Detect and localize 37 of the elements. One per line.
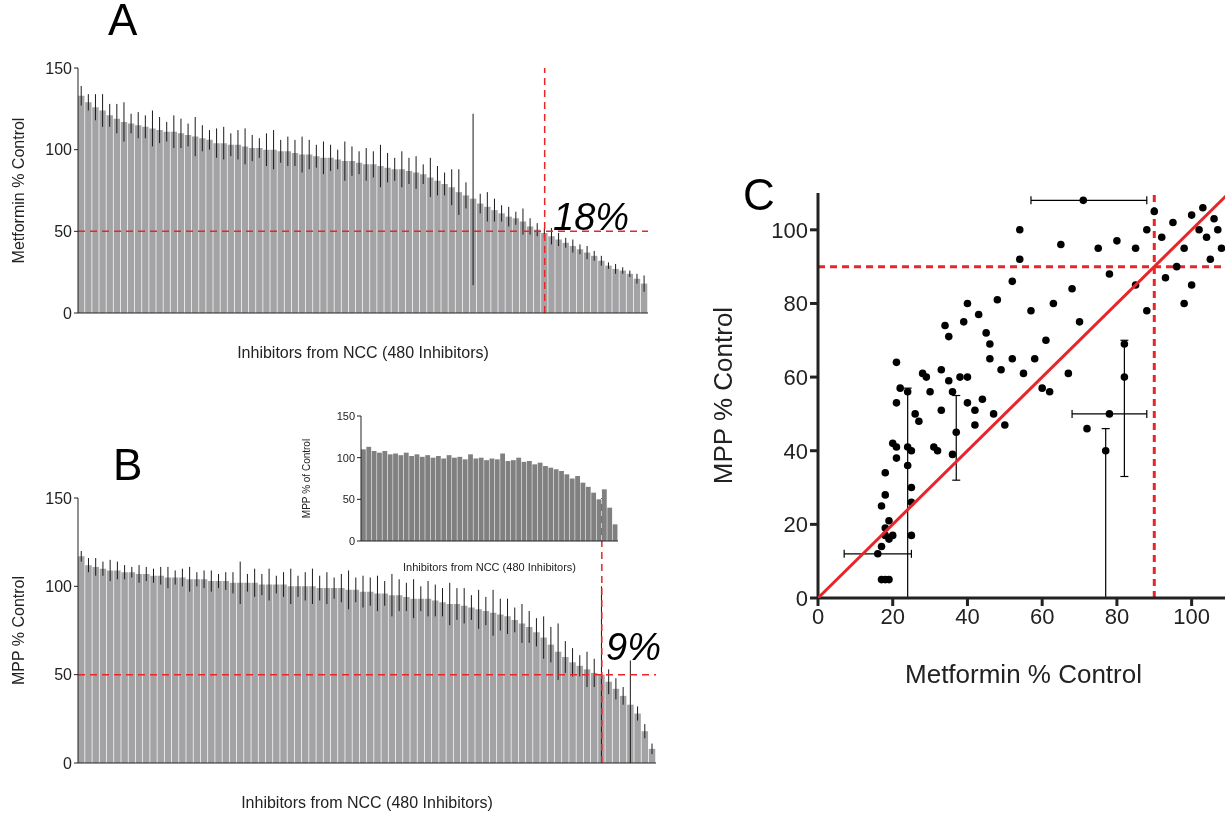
y-tick-label: 0 [63,754,73,772]
y-tick-label: 100 [45,141,73,159]
y-tick-label: 100 [45,578,73,596]
x-tick-label: 0 [811,603,825,629]
y-axis-title: MPP % of Control [300,438,312,519]
x-tick-label: 60 [1029,603,1055,629]
y-tick-label: 80 [783,291,808,317]
y-tick-label: 40 [783,438,808,464]
x-tick-label: 100 [1173,603,1210,629]
y-tick-label: 100 [336,451,355,464]
chart-title: A [108,0,138,44]
x-tick-label: 40 [955,603,980,629]
x-axis-title: Inhibitors from NCC (480 Inhibitors) [237,344,489,361]
y-tick-label: 60 [783,364,808,390]
x-tick-label: 20 [880,603,905,629]
annotation: 9% [606,626,661,668]
y-tick-label: 100 [771,217,808,243]
y-tick-label: 50 [54,223,73,241]
x-axis-title: Inhibitors from NCC (480 Inhibitors) [402,561,577,573]
annotation: 18% [553,196,630,238]
y-tick-label: 150 [45,489,73,507]
y-tick-label: 0 [63,304,73,322]
y-tick-label: 150 [45,59,73,77]
y-axis-title: MPP % Control [708,306,739,485]
y-tick-label: 150 [336,409,355,422]
y-axis-title: MPP % Control [9,575,27,686]
y-tick-label: 0 [348,534,355,547]
y-axis-title: Metformin % Control [9,117,27,264]
y-tick-label: 0 [795,585,808,611]
x-tick-label: 80 [1104,603,1130,629]
y-tick-label: 50 [54,666,73,684]
y-tick-label: 50 [342,493,355,506]
chart-title: C [743,170,775,219]
chart-title: B [113,440,143,489]
x-axis-title: Metformin % Control [905,659,1142,689]
y-tick-label: 20 [783,512,808,538]
x-axis-title: Inhibitors from NCC (480 Inhibitors) [241,794,493,811]
